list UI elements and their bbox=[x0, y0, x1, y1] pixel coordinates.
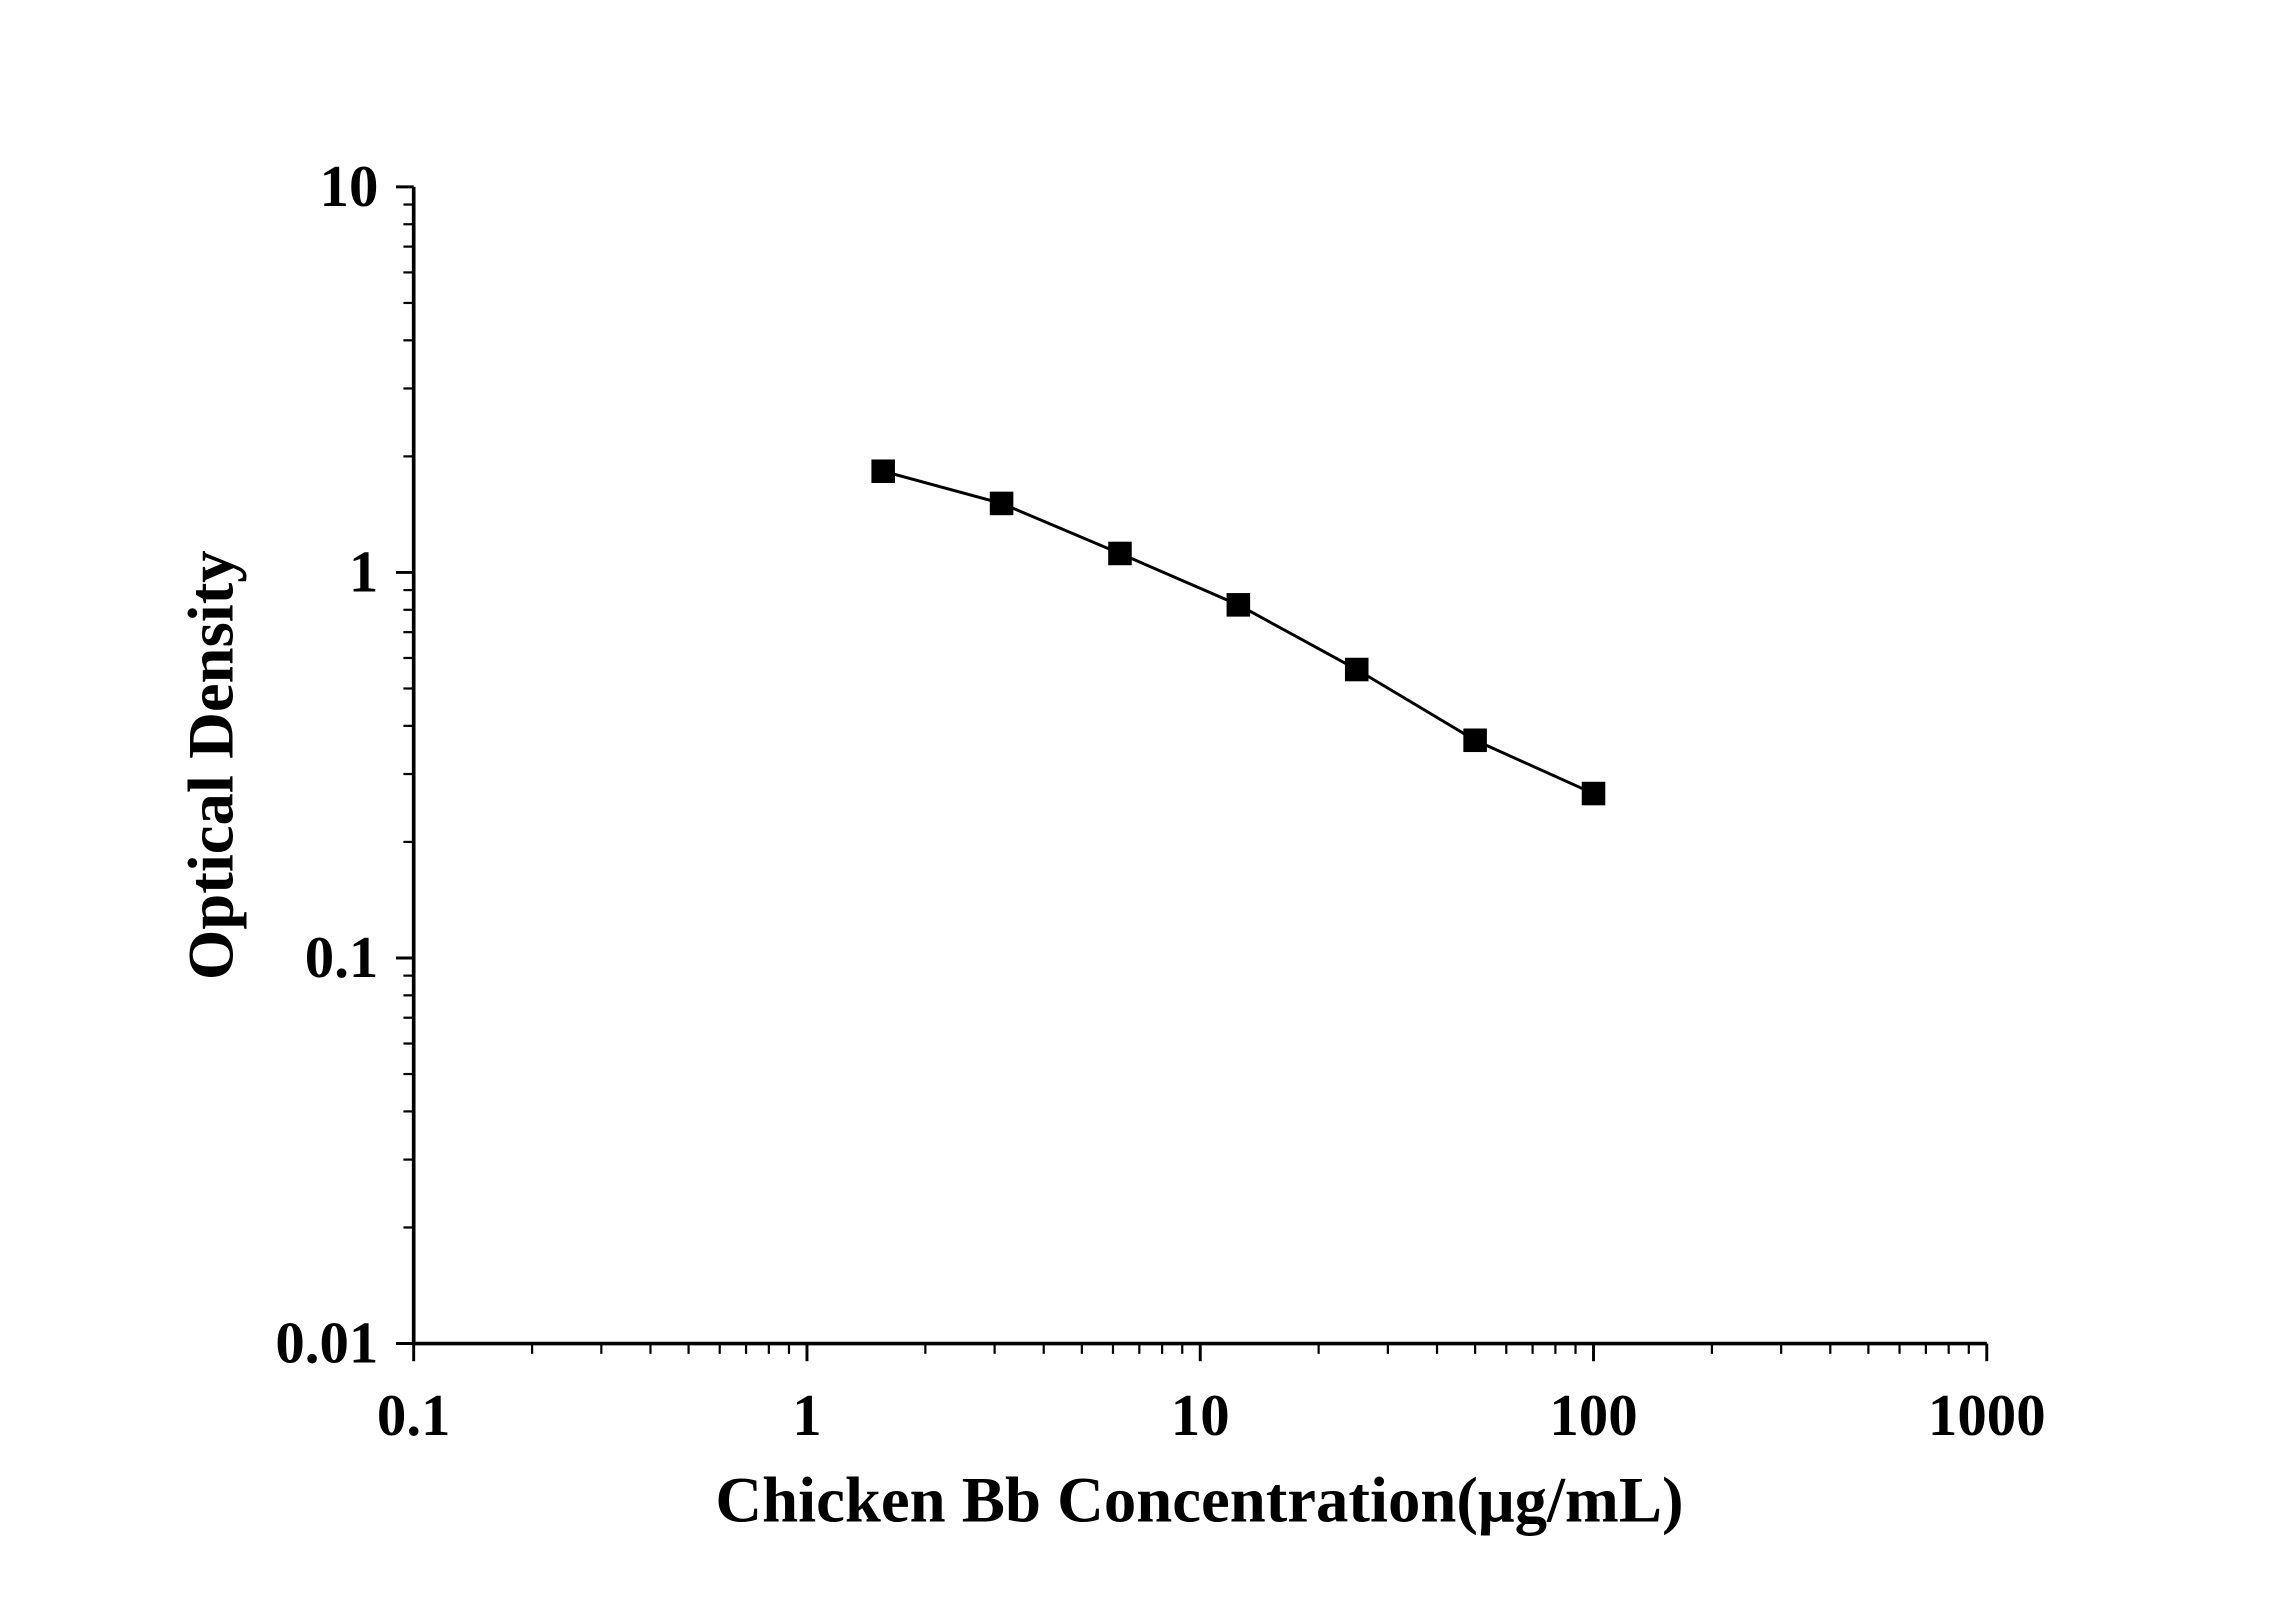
y-tick-label: 0.01 bbox=[275, 1311, 378, 1376]
y-tick-label: 0.1 bbox=[305, 925, 379, 990]
series-line bbox=[882, 469, 1595, 795]
y-tick-label: 10 bbox=[320, 154, 379, 219]
plot-area bbox=[871, 459, 1606, 806]
tick-labels: 0.1 1 10 100 1000 0.01 0.1 1 10 bbox=[275, 154, 2045, 1448]
data-point bbox=[989, 491, 1014, 516]
data-point bbox=[1463, 728, 1487, 753]
data-point bbox=[1108, 541, 1132, 566]
x-tick-label: 10 bbox=[1171, 1383, 1230, 1448]
data-point bbox=[871, 459, 895, 484]
x-tick-label: 0.1 bbox=[377, 1383, 451, 1448]
x-tick-label: 1 bbox=[792, 1383, 821, 1448]
x-tick-label: 100 bbox=[1549, 1383, 1637, 1448]
x-tick-label: 1000 bbox=[1928, 1383, 2046, 1448]
x-axis-label: Chicken Bb Concentration(μg/mL) bbox=[715, 1465, 1683, 1537]
axes bbox=[411, 186, 1987, 1346]
data-point bbox=[1226, 593, 1251, 617]
ticks bbox=[396, 185, 1989, 1362]
data-point bbox=[1581, 781, 1606, 806]
data-point bbox=[1344, 657, 1369, 682]
y-tick-label: 1 bbox=[349, 540, 378, 605]
y-axis-label: Optical Density bbox=[176, 550, 248, 980]
